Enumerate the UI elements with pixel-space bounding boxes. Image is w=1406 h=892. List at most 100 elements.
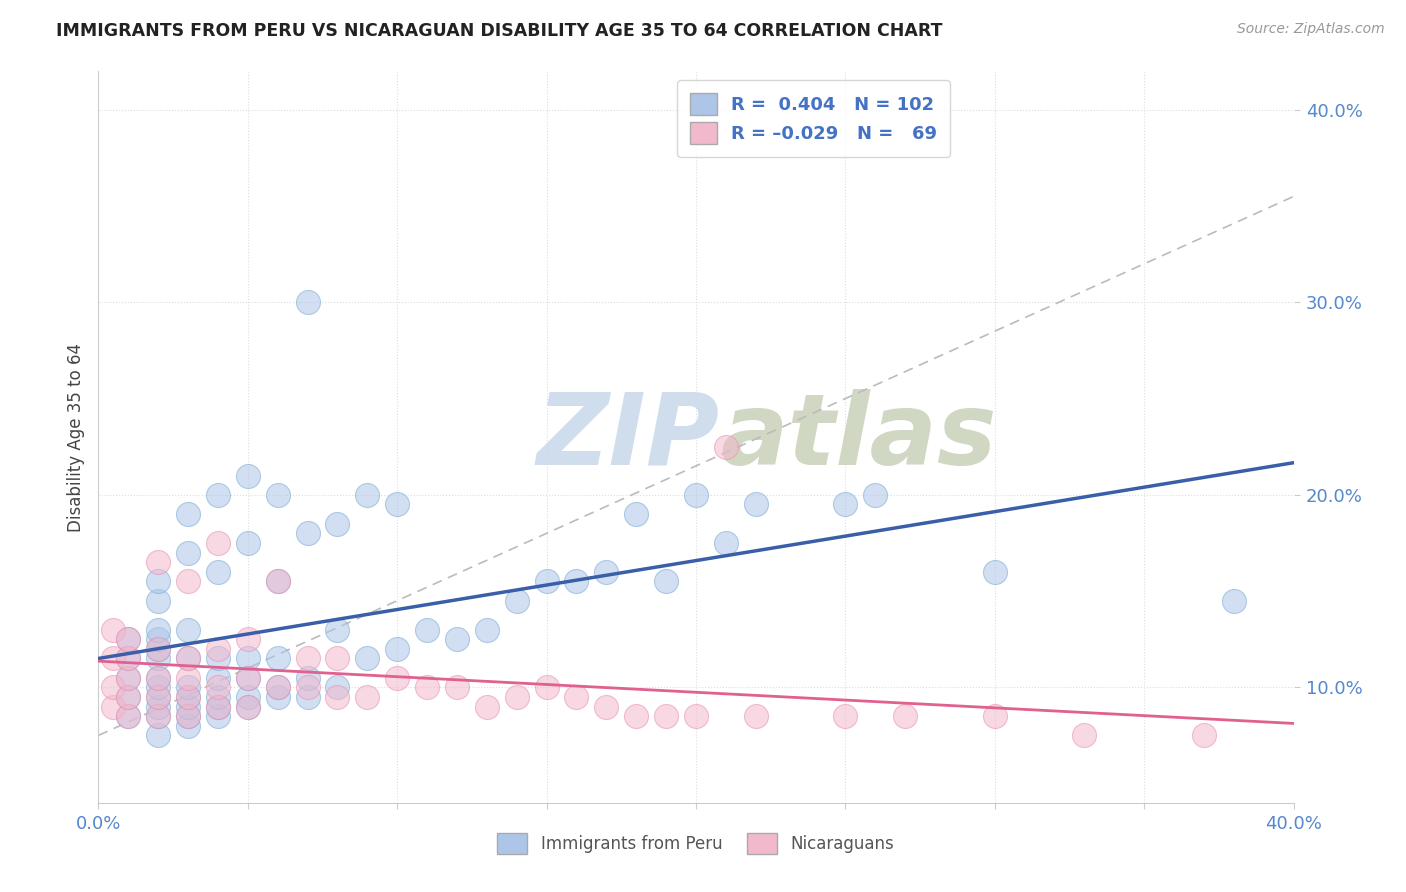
Point <box>148 671 170 685</box>
Point <box>297 651 319 665</box>
Point <box>117 651 139 665</box>
Point <box>117 709 139 723</box>
Point <box>267 488 290 502</box>
Point <box>655 709 678 723</box>
Point <box>207 488 229 502</box>
Point <box>103 699 125 714</box>
Point <box>984 709 1007 723</box>
Point <box>267 574 290 589</box>
Point <box>177 574 200 589</box>
Point <box>177 709 200 723</box>
Point <box>865 488 887 502</box>
Point <box>117 671 139 685</box>
Point <box>565 690 588 704</box>
Point <box>267 574 290 589</box>
Point <box>714 536 737 550</box>
Point <box>356 690 378 704</box>
Point <box>148 690 170 704</box>
Point <box>117 709 139 723</box>
Point <box>894 709 917 723</box>
Point <box>326 516 349 531</box>
Point <box>685 709 707 723</box>
Point <box>685 488 707 502</box>
Point <box>236 671 259 685</box>
Point <box>177 690 200 704</box>
Point <box>236 699 259 714</box>
Point <box>177 699 200 714</box>
Point <box>745 498 768 512</box>
Point <box>207 681 229 695</box>
Point <box>177 719 200 733</box>
Point <box>177 690 200 704</box>
Point <box>236 699 259 714</box>
Point <box>148 699 170 714</box>
Point <box>117 651 139 665</box>
Point <box>326 690 349 704</box>
Point <box>834 498 856 512</box>
Point <box>117 690 139 704</box>
Point <box>103 681 125 695</box>
Point <box>297 526 319 541</box>
Point <box>148 593 170 607</box>
Point <box>506 690 529 704</box>
Point <box>267 651 290 665</box>
Point <box>117 632 139 647</box>
Point <box>446 681 468 695</box>
Point <box>714 440 737 454</box>
Point <box>745 709 768 723</box>
Point <box>207 699 229 714</box>
Point <box>297 681 319 695</box>
Point <box>207 709 229 723</box>
Point <box>385 498 409 512</box>
Point <box>267 681 290 695</box>
Point <box>177 545 200 559</box>
Point <box>236 671 259 685</box>
Point <box>148 641 170 656</box>
Point <box>207 565 229 579</box>
Point <box>595 699 617 714</box>
Point <box>236 468 259 483</box>
Point <box>297 690 319 704</box>
Point <box>177 623 200 637</box>
Point <box>148 574 170 589</box>
Point <box>356 651 378 665</box>
Point <box>177 671 200 685</box>
Point <box>207 690 229 704</box>
Point <box>236 690 259 704</box>
Point <box>177 507 200 521</box>
Point <box>446 632 468 647</box>
Point <box>356 488 378 502</box>
Point <box>177 651 200 665</box>
Point <box>1192 728 1215 742</box>
Point <box>416 623 439 637</box>
Point <box>326 651 349 665</box>
Point <box>267 681 290 695</box>
Point <box>385 641 409 656</box>
Point <box>536 574 558 589</box>
Point <box>117 671 139 685</box>
Point <box>236 651 259 665</box>
Point <box>236 536 259 550</box>
Point <box>326 623 349 637</box>
Point <box>207 641 229 656</box>
Point <box>103 651 125 665</box>
Point <box>207 536 229 550</box>
Point <box>148 555 170 569</box>
Point <box>103 623 125 637</box>
Point <box>834 709 856 723</box>
Point <box>385 671 409 685</box>
Text: IMMIGRANTS FROM PERU VS NICARAGUAN DISABILITY AGE 35 TO 64 CORRELATION CHART: IMMIGRANTS FROM PERU VS NICARAGUAN DISAB… <box>56 22 943 40</box>
Point <box>117 632 139 647</box>
Point <box>267 690 290 704</box>
Point <box>1223 593 1246 607</box>
Point <box>148 690 170 704</box>
Text: Source: ZipAtlas.com: Source: ZipAtlas.com <box>1237 22 1385 37</box>
Point <box>207 671 229 685</box>
Point <box>297 671 319 685</box>
Point <box>177 651 200 665</box>
Text: ZIP: ZIP <box>537 389 720 485</box>
Point <box>148 632 170 647</box>
Point <box>177 709 200 723</box>
Point <box>148 651 170 665</box>
Point <box>626 507 648 521</box>
